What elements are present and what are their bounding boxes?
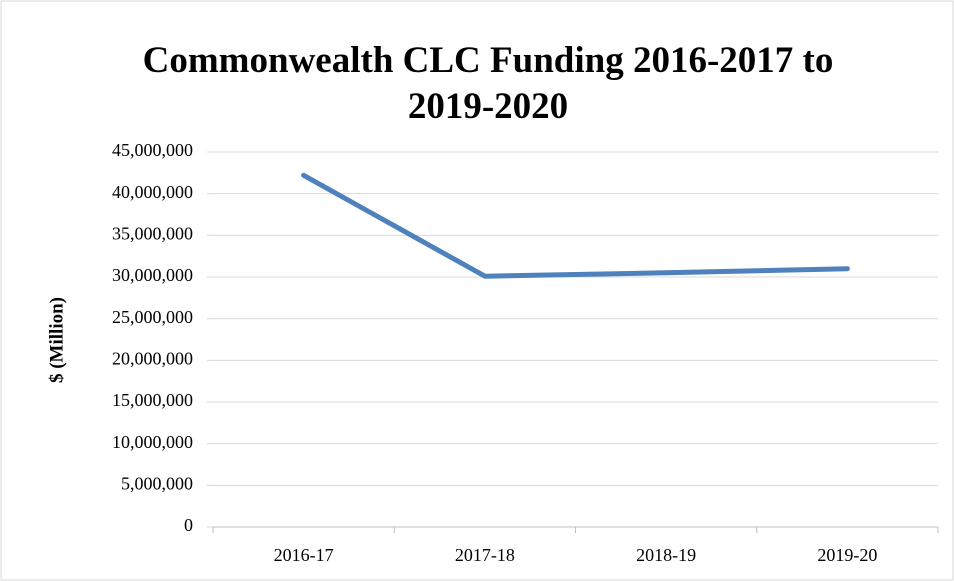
y-tick-label: 5,000,000 [121,473,193,493]
x-tick-label: 2018-19 [636,545,696,565]
y-tick-label: 25,000,000 [112,307,193,327]
y-tick-label: 35,000,000 [112,223,193,243]
x-tick-label: 2017-18 [455,545,515,565]
y-tick-label: 45,000,000 [112,140,193,160]
y-tick-label: 0 [184,515,193,535]
y-tick-label: 30,000,000 [112,265,193,285]
y-tick-label: 40,000,000 [112,182,193,202]
data-line [301,172,850,279]
x-tick-label: 2016-17 [274,545,334,565]
y-tick-label: 15,000,000 [112,390,193,410]
y-tick-label: 20,000,000 [112,348,193,368]
chart-title: Commonwealth CLC Funding 2016-2017 to 20… [142,40,834,127]
y-tick-label: 10,000,000 [112,432,193,452]
x-tick-label: 2019-20 [817,545,877,565]
y-axis-label: $ (Million) [46,297,67,383]
